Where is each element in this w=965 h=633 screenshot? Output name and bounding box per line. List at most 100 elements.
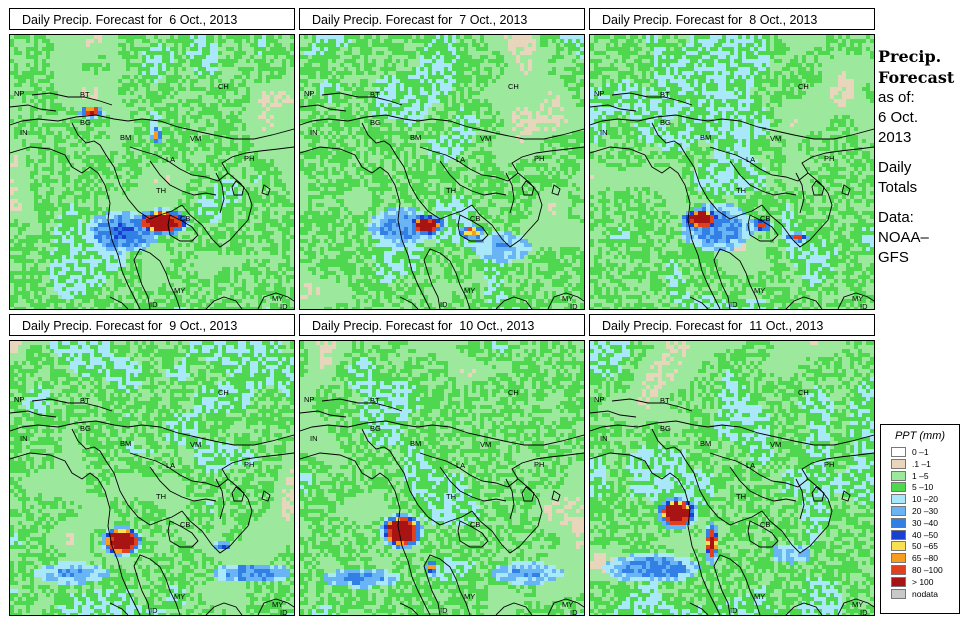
legend-label: nodata: [912, 588, 938, 600]
country-label-id: ID: [440, 300, 448, 309]
country-label-ch: CH: [508, 82, 519, 91]
coastline: [551, 490, 561, 502]
coastline: [439, 466, 507, 502]
data-source-3: GFS: [878, 248, 962, 268]
country-label-bg: BG: [660, 424, 671, 433]
legend-swatch: [891, 588, 906, 599]
coastline: [300, 146, 431, 309]
coastline: [71, 428, 183, 526]
forecast-panel-oct-8: Daily Precip. Forecast for 8 Oct., 2013 …: [589, 8, 875, 310]
coastline: [747, 214, 779, 242]
coastline: [300, 114, 584, 140]
title-line-1: Precip.: [878, 46, 962, 67]
country-label-ch: CH: [218, 388, 229, 397]
coastline: [231, 486, 245, 502]
coastline: [10, 146, 141, 309]
precip-map: CH NP BT BG IN BM VM LA TH CB MY ID PH MY ID: [9, 34, 295, 310]
coastline: [167, 214, 199, 242]
coastline: [590, 114, 874, 140]
coastline: [423, 554, 471, 615]
country-label-my: MY: [852, 600, 863, 609]
coastline: [689, 296, 709, 309]
coastline: [795, 172, 805, 214]
country-label-bt: BT: [80, 396, 90, 405]
legend-swatch: [891, 494, 906, 505]
coastline: [149, 160, 217, 196]
legend-label: 50 –65: [912, 540, 938, 552]
country-label-np: NP: [304, 395, 314, 404]
coastline: [10, 410, 57, 418]
legend-swatch: [891, 447, 906, 457]
coastline: [399, 602, 419, 615]
asof-label: as of:: [878, 88, 962, 108]
coastline: [495, 602, 533, 615]
country-label-id: ID: [440, 606, 448, 615]
country-label-vm: VM: [770, 134, 781, 143]
legend-label: 0 –1: [912, 446, 929, 458]
coastline: [651, 122, 763, 220]
coastline: [713, 554, 761, 615]
country-label-id: ID: [150, 606, 158, 615]
coastline: [590, 452, 721, 615]
legend-swatch: [891, 553, 906, 564]
legend-label: .1 –1: [912, 458, 931, 470]
coastline: [300, 410, 347, 418]
country-label-my: MY: [174, 592, 185, 601]
panel-title: Daily Precip. Forecast for 11 Oct., 2013: [589, 314, 875, 336]
country-label-in: IN: [600, 434, 608, 443]
country-label-id: ID: [150, 300, 158, 309]
coastline: [361, 122, 473, 220]
country-label-bt: BT: [370, 396, 380, 405]
coastline: [590, 104, 637, 112]
coastline: [167, 520, 199, 548]
coastline: [471, 146, 584, 248]
coastline: [149, 466, 217, 502]
country-label-my: MY: [272, 600, 283, 609]
legend-row: 0 –1: [881, 446, 959, 458]
legend-swatch: [891, 458, 906, 469]
country-label-in: IN: [600, 128, 608, 137]
country-label-ph: PH: [824, 154, 834, 163]
country-label-np: NP: [14, 395, 24, 404]
legend-label: 1 –5: [912, 470, 929, 482]
coastline: [10, 452, 141, 615]
panel-title: Daily Precip. Forecast for 9 Oct., 2013: [9, 314, 295, 336]
coastline: [837, 292, 874, 309]
coastline: [439, 160, 507, 196]
country-label-cb: CB: [180, 214, 190, 223]
country-label-id: ID: [730, 606, 738, 615]
precip-map: CH NP BT BG IN BM VM LA TH CB MY ID PH MY ID: [9, 340, 295, 616]
legend-row: 40 –50: [881, 529, 959, 541]
country-label-id: ID: [860, 608, 868, 615]
coastline: [31, 398, 113, 412]
country-label-vm: VM: [770, 440, 781, 449]
country-label-id: ID: [570, 302, 578, 309]
coastline: [133, 248, 181, 309]
coastline: [521, 180, 535, 196]
legend-label: 5 –10: [912, 481, 933, 493]
country-label-th: TH: [736, 186, 746, 195]
coastline: [785, 296, 823, 309]
legend-swatch: [891, 505, 906, 516]
legend-row: > 100: [881, 576, 959, 588]
coastline: [133, 554, 181, 615]
panel-title: Daily Precip. Forecast for 7 Oct., 2013: [299, 8, 585, 30]
country-label-la: LA: [456, 155, 465, 164]
precip-map: CH NP BT BG IN BM VM LA TH CB MY ID PH MY ID: [299, 34, 585, 310]
legend-row: .1 –1: [881, 458, 959, 470]
coastline: [215, 172, 225, 214]
coastline: [300, 104, 347, 112]
legend-row: 10 –20: [881, 493, 959, 505]
coastline: [761, 452, 874, 554]
legend-row: 1 –5: [881, 470, 959, 482]
legend-row: 65 –80: [881, 552, 959, 564]
legend-swatch: [891, 564, 906, 575]
legend-label: > 100: [912, 576, 934, 588]
coastline: [841, 184, 851, 196]
coastline: [300, 420, 584, 446]
coastline: [713, 248, 761, 309]
country-label-my: MY: [562, 600, 573, 609]
coastline: [109, 296, 129, 309]
